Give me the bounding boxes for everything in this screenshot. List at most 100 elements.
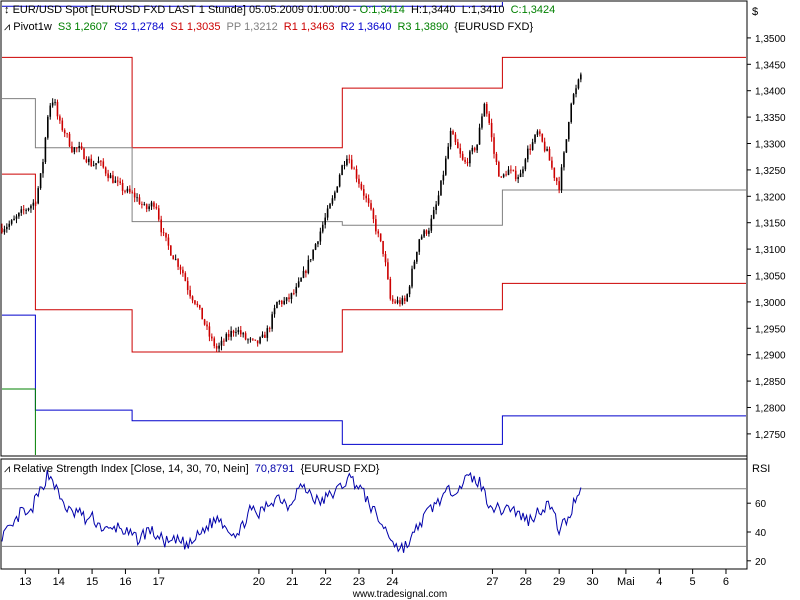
candle-body (179, 266, 182, 270)
main-title: EUR/USD Spot [EURUSD FXD LAST 1 Stunde] … (13, 4, 360, 16)
candle-body (227, 334, 230, 337)
candle-body (432, 210, 435, 219)
rsi-title: Relative Strength Index [Close, 14, 30, … (13, 463, 248, 475)
candle-body (517, 177, 519, 180)
candle-body (37, 188, 39, 204)
candle-body (384, 253, 387, 263)
time-tick-label: 4 (656, 576, 662, 588)
candle-body (85, 159, 88, 163)
candle-body (254, 339, 257, 341)
candle-body (522, 169, 524, 174)
candle-body (218, 345, 220, 349)
pivot-s1: S1 1,3035 (170, 21, 220, 33)
candle-body (182, 269, 184, 274)
candle-body (107, 173, 109, 179)
time-tick-label: 20 (253, 576, 265, 588)
candle-body (367, 198, 370, 204)
candle-body (249, 338, 252, 340)
candle-body (510, 169, 512, 171)
candle-body (478, 127, 481, 145)
candle-body (75, 147, 78, 149)
time-tick-label: 13 (19, 576, 31, 588)
pivot-line-s2 (2, 314, 746, 445)
candle-body (449, 130, 452, 147)
candle-body (252, 338, 254, 340)
candle-body (280, 300, 283, 304)
pivot-line-s1 (2, 173, 746, 353)
time-tick-label: 28 (520, 576, 532, 588)
candle-body (133, 192, 136, 198)
candle-body (305, 270, 307, 274)
candle-body (71, 146, 73, 153)
candle-body (485, 103, 488, 114)
candle-body (92, 165, 95, 166)
candle-body (353, 168, 355, 170)
candle-body (47, 116, 49, 138)
candle-body (553, 167, 556, 178)
candle-body (13, 218, 15, 221)
candle-body (541, 133, 544, 142)
price-tick-label: 1,3000 (755, 298, 786, 309)
time-tick-label: 5 (690, 576, 696, 588)
candle-body (225, 334, 228, 342)
candle-body (244, 333, 247, 340)
candle-body (285, 297, 288, 301)
candle-body (288, 297, 290, 300)
time-tick-label: 21 (286, 576, 298, 588)
candle-body (539, 131, 541, 134)
candle-body (514, 170, 517, 180)
pivot-icon: ⩘ (4, 21, 10, 33)
pivot-r2: R2 1,3640 (341, 21, 392, 33)
rsi-tick-label: 40 (755, 528, 767, 539)
candle-body (495, 153, 498, 163)
pivot-line-s3 (2, 388, 36, 455)
price-tick-label: 1,3150 (755, 219, 786, 230)
price-candles (1, 72, 582, 353)
rsi-symbol: {EURUSD FXD} (301, 463, 380, 475)
candle-body (124, 190, 126, 192)
time-tick-label: Mai (617, 576, 635, 588)
rsi-grid (2, 488, 746, 547)
candle-body (464, 159, 466, 162)
candle-body (242, 333, 244, 335)
candle-body (80, 146, 83, 149)
pivot-lines (2, 2, 746, 455)
candle-body (512, 169, 515, 171)
candle-body (408, 286, 411, 295)
candle-body (454, 134, 457, 143)
price-tick-label: 1,3450 (755, 60, 786, 71)
time-tick-label: 16 (119, 576, 131, 588)
candle-body (531, 142, 534, 150)
candle-body (360, 183, 363, 190)
candle-body (203, 319, 206, 325)
candle-body (131, 192, 134, 194)
candle-body (59, 116, 61, 121)
candle-body (324, 217, 326, 225)
candle-body (466, 161, 469, 164)
candle-body (488, 113, 491, 123)
time-tick-label: 23 (353, 576, 365, 588)
price-tick-label: 1,3350 (755, 113, 786, 124)
candle-body (63, 130, 66, 134)
price-tick-label: 1,2950 (755, 324, 786, 335)
candle-body (116, 180, 119, 182)
candle-body (271, 314, 273, 329)
candle-body (162, 232, 165, 234)
candle-body (189, 290, 191, 297)
candle-body (136, 197, 138, 199)
candle-body (261, 334, 264, 338)
price-tick-label: 1,3500 (755, 34, 786, 45)
candle-body (104, 167, 107, 174)
candle-body (580, 74, 582, 80)
candle-body (160, 219, 162, 233)
candle-body (66, 133, 68, 135)
candle-body (150, 202, 153, 207)
candle-body (437, 195, 440, 205)
candle-body (529, 148, 532, 150)
candle-body (396, 300, 399, 303)
price-tick-label: 1,2850 (755, 377, 786, 388)
candle-body (570, 103, 573, 123)
candle-body (329, 203, 331, 209)
candle-body (338, 174, 341, 187)
candle-body (54, 101, 56, 103)
